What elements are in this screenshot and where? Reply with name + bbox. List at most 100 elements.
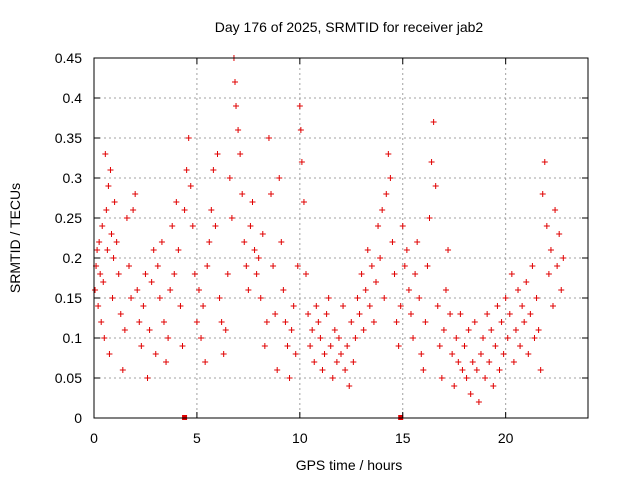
data-point xyxy=(315,319,322,325)
data-point xyxy=(181,207,188,213)
data-point xyxy=(294,263,301,269)
data-point xyxy=(103,207,110,213)
data-point xyxy=(480,335,487,341)
data-point xyxy=(416,295,423,301)
data-point xyxy=(342,367,349,373)
data-point xyxy=(128,295,135,301)
data-point xyxy=(140,303,147,309)
data-point xyxy=(169,223,176,229)
data-point xyxy=(134,287,141,293)
data-point xyxy=(331,327,338,333)
data-point xyxy=(152,351,159,357)
data-point xyxy=(311,359,318,365)
data-point xyxy=(231,79,238,85)
data-point xyxy=(119,367,126,373)
data-point xyxy=(195,287,202,293)
data-point xyxy=(547,247,554,253)
data-point xyxy=(214,151,221,157)
data-point xyxy=(99,223,106,229)
data-point xyxy=(313,303,320,309)
data-point xyxy=(297,127,304,133)
data-point xyxy=(274,367,281,373)
data-point xyxy=(552,207,559,213)
data-point xyxy=(492,343,499,349)
data-point xyxy=(488,327,495,333)
data-point xyxy=(183,167,190,173)
data-point xyxy=(506,311,513,317)
data-point xyxy=(348,319,355,325)
data-point xyxy=(529,263,536,269)
data-point xyxy=(545,271,552,277)
y-tick-label: 0.1 xyxy=(63,330,83,346)
data-point xyxy=(138,343,145,349)
data-point xyxy=(228,215,235,221)
data-point xyxy=(414,239,421,245)
y-tick-label: 0.05 xyxy=(55,370,82,386)
data-point xyxy=(110,255,117,261)
data-point xyxy=(543,223,550,229)
data-point xyxy=(222,327,229,333)
data-point xyxy=(286,375,293,381)
data-point xyxy=(97,271,104,277)
data-point xyxy=(263,319,270,325)
data-point xyxy=(432,183,439,189)
data-point xyxy=(156,295,163,301)
data-point xyxy=(272,311,279,317)
x-tick-label: 20 xyxy=(498,430,514,446)
x-axis-label: GPS time / hours xyxy=(296,457,403,473)
y-tick-label: 0.15 xyxy=(55,290,82,306)
data-point xyxy=(193,319,200,325)
data-point xyxy=(531,335,538,341)
data-point xyxy=(104,247,111,253)
data-point xyxy=(550,303,557,309)
data-point xyxy=(558,287,565,293)
data-point xyxy=(109,295,116,301)
data-point xyxy=(224,271,231,277)
data-point xyxy=(338,351,344,357)
data-point xyxy=(410,335,417,341)
data-point xyxy=(451,383,458,389)
data-point xyxy=(527,311,534,317)
data-point xyxy=(500,351,507,357)
axis-ticks xyxy=(93,57,588,419)
data-point xyxy=(101,335,108,341)
data-point xyxy=(556,231,563,237)
data-point xyxy=(105,183,112,189)
data-point xyxy=(340,303,347,309)
data-point xyxy=(424,263,431,269)
data-point xyxy=(385,151,392,157)
x-tick-label: 10 xyxy=(292,430,308,446)
y-tick-label: 0.35 xyxy=(55,130,82,146)
data-point xyxy=(208,207,215,213)
data-point xyxy=(502,295,509,301)
data-point xyxy=(165,335,172,341)
data-point xyxy=(121,327,128,333)
data-point xyxy=(216,295,223,301)
data-point xyxy=(494,303,501,309)
data-point xyxy=(102,151,109,157)
data-point xyxy=(442,287,449,293)
data-point xyxy=(96,239,103,245)
data-point xyxy=(245,287,252,293)
data-point xyxy=(296,103,303,109)
data-point xyxy=(268,191,275,197)
data-point xyxy=(368,263,375,269)
data-point xyxy=(171,271,178,277)
data-point xyxy=(220,351,227,357)
data-point xyxy=(305,311,312,317)
data-point xyxy=(202,359,209,365)
data-point xyxy=(106,351,113,357)
data-point xyxy=(95,303,102,309)
data-point xyxy=(490,383,497,389)
data-point xyxy=(237,151,244,157)
data-point xyxy=(364,247,371,253)
data-point xyxy=(560,255,567,261)
data-point xyxy=(333,359,340,365)
data-point xyxy=(383,191,390,197)
data-point xyxy=(438,375,445,381)
data-point xyxy=(292,351,299,357)
data-point xyxy=(125,263,132,269)
data-point xyxy=(146,327,153,333)
data-point xyxy=(461,343,468,349)
